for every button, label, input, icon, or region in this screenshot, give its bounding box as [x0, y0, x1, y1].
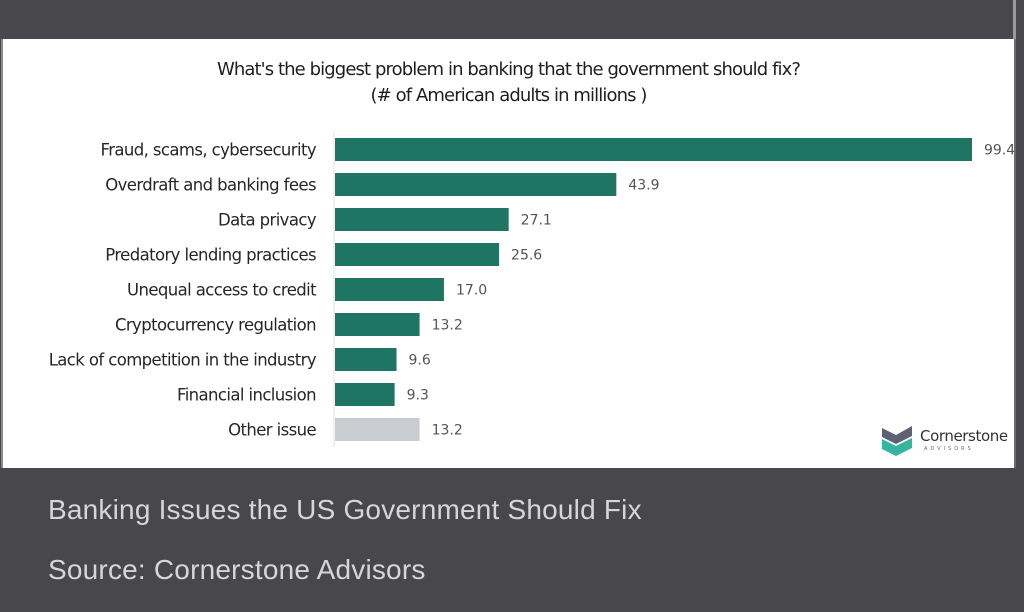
chart-title: What's the biggest problem in banking th… [216, 59, 801, 80]
image-caption-title: Banking Issues the US Government Should … [48, 494, 642, 525]
value-label: 99.4 [984, 143, 1014, 159]
bar [335, 278, 444, 301]
category-label: Predatory lending practices [105, 246, 316, 265]
value-label: 27.1 [521, 213, 552, 229]
value-label: 17.0 [456, 283, 487, 299]
category-label: Overdraft and banking fees [105, 176, 316, 195]
category-label: Financial inclusion [177, 386, 316, 405]
cornerstone-logo: Cornerstone ADVISORS [880, 422, 1020, 462]
bar-chart: Fraud, scams, cybersecurity 99.4 Overdraft… [49, 131, 1014, 447]
bar [335, 173, 617, 196]
category-label: Fraud, scams, cybersecurity [101, 141, 317, 160]
bar [335, 313, 420, 336]
bars-group: Fraud, scams, cybersecurity 99.4 Overdraft… [49, 138, 1014, 441]
logo-name: Cornerstone [920, 427, 1008, 445]
image-caption-source: Source: Cornerstone Advisors [48, 554, 426, 585]
bar [335, 138, 972, 161]
category-label: Cryptocurrency regulation [115, 316, 316, 335]
category-label: Other issue [228, 421, 316, 440]
value-label: 9.6 [409, 353, 431, 369]
bar [335, 348, 397, 371]
chart-subtitle: (# of American adults in millions ) [370, 85, 647, 106]
value-label: 13.2 [432, 318, 463, 334]
value-label: 9.3 [407, 388, 429, 404]
value-label: 13.2 [432, 423, 463, 439]
bar [335, 418, 420, 441]
category-label: Lack of competition in the industry [49, 351, 317, 370]
logo-subtitle: ADVISORS [924, 446, 974, 452]
window-edge-line [1013, 0, 1016, 39]
chart-panel: What's the biggest problem in banking th… [1, 39, 1016, 468]
bar [335, 208, 509, 231]
bar [335, 243, 500, 266]
value-label: 43.9 [628, 178, 659, 194]
value-label: 25.6 [511, 248, 542, 264]
bar [335, 383, 395, 406]
logo-chevron-icon [882, 426, 912, 456]
category-label: Unequal access to credit [127, 281, 317, 300]
category-label: Data privacy [218, 211, 317, 230]
